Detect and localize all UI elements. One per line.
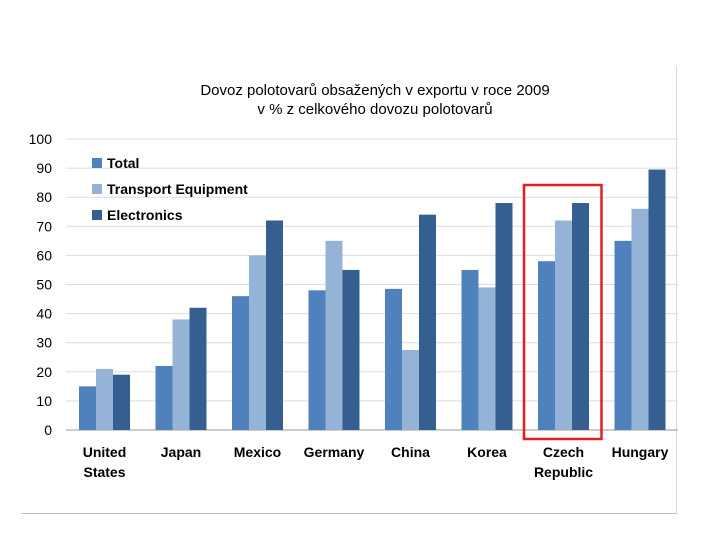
bar [172, 319, 190, 430]
x-tick-label: Czech [543, 444, 584, 460]
legend-label: Transport Equipment [107, 181, 248, 197]
bar [266, 220, 283, 430]
y-tick-label: 90 [36, 160, 52, 176]
bar [402, 349, 419, 430]
highlight-box [522, 183, 603, 441]
y-tick-label: 0 [44, 422, 52, 438]
y-tick-label: 80 [36, 189, 52, 205]
legend-swatch [92, 184, 102, 194]
bar [189, 307, 207, 430]
y-tick-label: 20 [36, 364, 52, 380]
y-tick-label: 40 [36, 306, 52, 322]
bar [461, 269, 479, 430]
x-tick-label: China [391, 444, 430, 460]
x-tick-label: Korea [467, 444, 507, 460]
y-tick-label: 30 [36, 335, 52, 351]
bar [572, 203, 589, 430]
bar [385, 288, 402, 430]
y-tick-label: 70 [36, 218, 52, 234]
x-tick-label: United [83, 444, 127, 460]
x-tick-label: Mexico [234, 444, 281, 460]
y-tick-label: 50 [36, 277, 52, 293]
bar [113, 374, 130, 430]
bar [614, 240, 632, 430]
y-tick-label: 10 [36, 393, 52, 409]
bar [325, 240, 343, 430]
bar [648, 169, 666, 430]
chart-subtitle: v % z celkového dovozu polotovarů [257, 101, 493, 118]
legend-label: Electronics [107, 207, 183, 223]
x-tick-label: Germany [304, 444, 365, 460]
bar [249, 255, 266, 430]
bar [308, 290, 326, 430]
x-tick-label: Japan [161, 444, 201, 460]
bar [495, 203, 513, 430]
legend-label: Total [107, 155, 139, 171]
y-tick-label: 60 [36, 247, 52, 263]
bar [79, 386, 96, 430]
bar [538, 261, 555, 430]
chart-title: Dovoz polotovarů obsažených v exportu v … [200, 82, 550, 99]
bar [232, 296, 249, 430]
bar [555, 220, 572, 430]
chart-frame [21, 66, 677, 514]
bar [419, 214, 436, 430]
legend-swatch [92, 158, 102, 168]
bar [478, 287, 496, 430]
y-tick-label: 100 [29, 131, 53, 147]
bar [96, 368, 113, 430]
x-tick-label: Hungary [612, 444, 669, 460]
bar [631, 208, 649, 430]
legend-swatch [92, 210, 102, 220]
bar [155, 365, 173, 430]
bar [342, 269, 360, 430]
x-tick-label: Republic [534, 464, 593, 480]
x-tick-label: States [83, 464, 125, 480]
